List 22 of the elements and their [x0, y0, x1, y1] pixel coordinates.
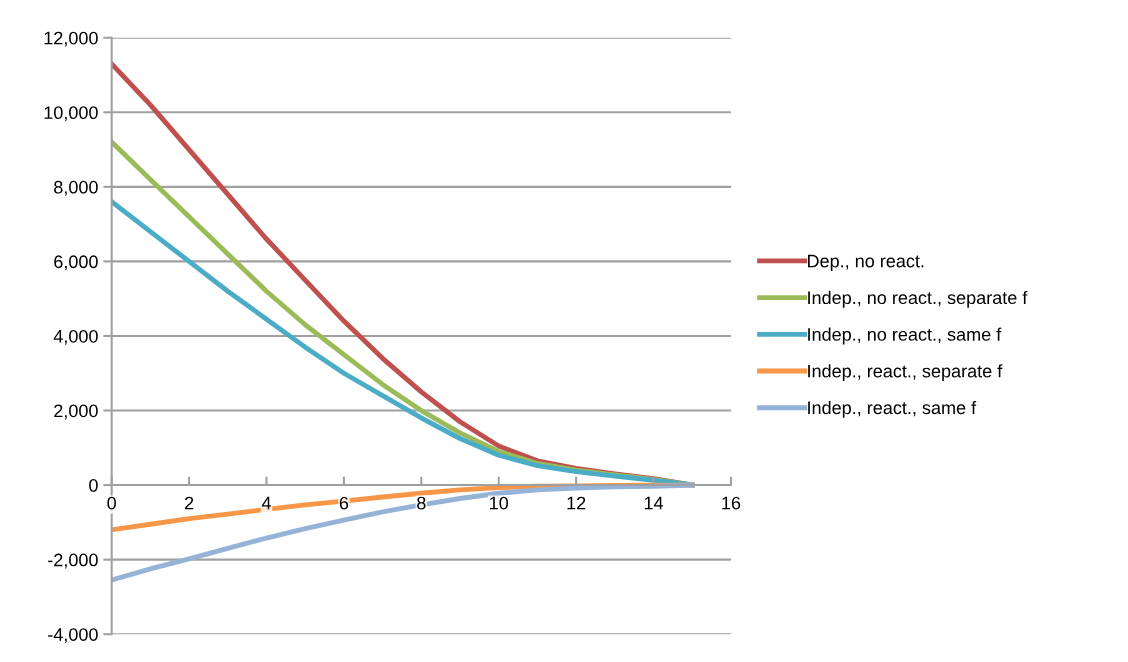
y-tick-label: 2,000 — [54, 404, 98, 420]
legend-label: Dep., no react. — [808, 254, 924, 271]
x-tick-label: 14 — [644, 496, 664, 510]
y-tick-label: 0 — [89, 479, 98, 492]
y-tick-label: -4,000 — [48, 628, 98, 644]
legend-label: Indep., no react., separate f — [808, 290, 1028, 308]
x-tick-label: 0 — [107, 496, 116, 510]
x-tick-label: 6 — [339, 496, 349, 510]
x-tick-label: 16 — [722, 496, 741, 510]
x-tick-label: 12 — [567, 496, 586, 510]
y-tick-label: -2,000 — [48, 553, 98, 569]
y-tick-label: 6,000 — [54, 255, 98, 271]
x-tick-label: 4 — [261, 496, 271, 510]
x-tick-label: 2 — [184, 496, 194, 510]
y-tick-label: 12,000 — [44, 31, 98, 47]
legend-label: Indep., no react., same f — [808, 327, 1002, 345]
y-tick-label: 8,000 — [54, 180, 98, 196]
y-tick-label: 4,000 — [53, 329, 98, 345]
legend-label: Indep., react., same f — [808, 400, 977, 418]
legend-label: Indep., react., separate f — [808, 364, 1003, 382]
x-tick-label: 10 — [490, 496, 509, 510]
y-tick-label: 10,000 — [44, 106, 98, 122]
